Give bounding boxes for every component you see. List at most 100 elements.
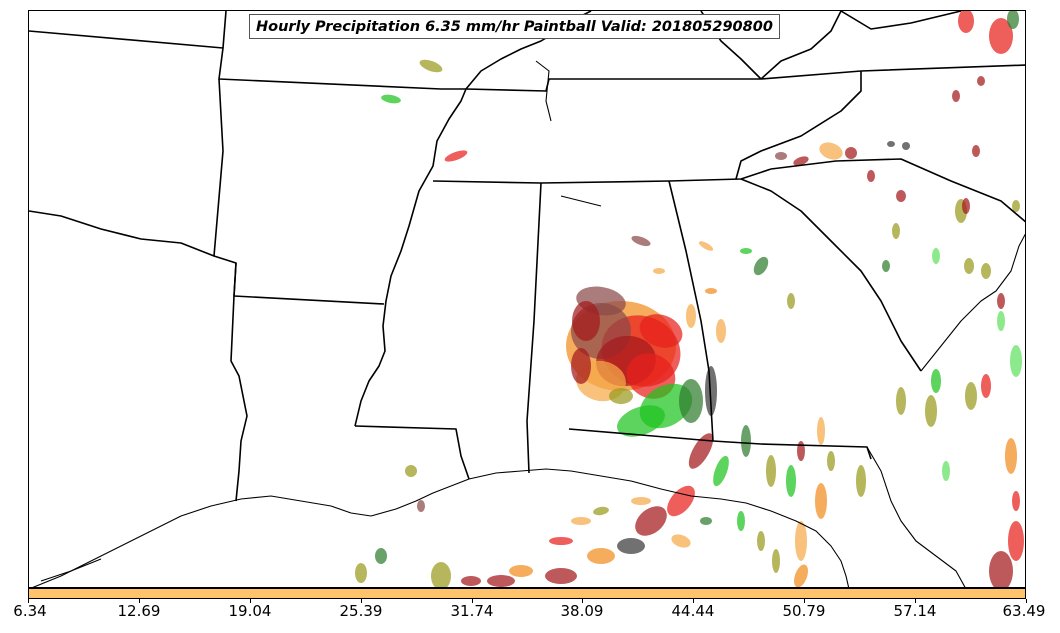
precip-blob	[856, 465, 866, 497]
precip-blob	[609, 388, 633, 404]
precip-blob	[1010, 345, 1022, 377]
precip-blob	[737, 511, 745, 531]
colorbar-tick-label: 57.14	[893, 602, 937, 620]
colorbar-tick-label: 50.79	[782, 602, 826, 620]
precip-blob	[772, 549, 780, 573]
colorbar-tick	[472, 599, 473, 603]
colorbar-tick	[1026, 599, 1027, 603]
precip-blob	[896, 387, 906, 415]
precip-blob	[932, 248, 940, 264]
colorbar-tick	[693, 599, 694, 603]
precip-blob	[740, 248, 752, 254]
precip-blob	[716, 319, 726, 343]
precip-blob	[381, 94, 401, 104]
colorbar-tick	[804, 599, 805, 603]
precip-blob	[757, 531, 765, 551]
precip-blob	[882, 260, 890, 272]
colorbar-tick	[582, 599, 583, 603]
precip-blob	[571, 517, 591, 525]
colorbar-tick	[250, 599, 251, 603]
precip-blob	[686, 304, 696, 328]
colorbar-tick-label: 12.69	[117, 602, 161, 620]
colorbar-tick	[361, 599, 362, 603]
precip-blob	[902, 142, 910, 150]
precip-blob	[972, 145, 980, 157]
colorbar-tick	[139, 599, 140, 603]
map-coastline	[32, 60, 1025, 587]
precip-blob	[827, 451, 835, 471]
precip-blob	[698, 241, 714, 251]
precip-blob	[775, 152, 787, 160]
precip-blob	[1005, 438, 1017, 474]
precip-blob	[997, 293, 1005, 309]
precip-blob	[981, 374, 991, 398]
colorbar-tick-label: 63.49	[1002, 602, 1046, 620]
precip-blob	[952, 90, 960, 102]
map-area	[28, 10, 1026, 588]
precip-blob	[989, 551, 1013, 587]
precip-blob	[977, 76, 985, 86]
precip-blob	[487, 575, 515, 587]
precip-blob	[793, 156, 809, 166]
precip-blob	[355, 563, 367, 583]
colorbar-tick-label: 44.44	[671, 602, 715, 620]
precip-blob	[549, 537, 573, 545]
precip-blob	[741, 425, 751, 457]
precip-blob	[587, 548, 615, 564]
precip-blob	[375, 548, 387, 564]
basemap-svg	[29, 11, 1025, 587]
precip-blob	[444, 150, 468, 162]
colorbar-tick-label: 38.09	[560, 602, 604, 620]
precip-blob	[931, 369, 941, 393]
precip-blob	[815, 483, 827, 519]
precip-blob	[794, 564, 808, 587]
precip-blob	[688, 433, 714, 469]
precip-blob	[1012, 200, 1020, 212]
precip-blob	[419, 59, 443, 73]
precip-blob	[965, 382, 977, 410]
precip-blob	[962, 198, 970, 214]
map-title: Hourly Precipitation 6.35 mm/hr Paintbal…	[249, 14, 780, 39]
precip-blob	[786, 465, 796, 497]
colorbar-tick-label: 25.39	[339, 602, 383, 620]
precip-blob	[1007, 11, 1019, 29]
colorbar-tick-label: 19.04	[228, 602, 272, 620]
state-boundaries	[29, 11, 1025, 502]
precip-blob	[819, 142, 843, 160]
precip-blob	[817, 417, 825, 445]
precip-blob	[896, 190, 906, 202]
precip-blob	[667, 485, 695, 517]
precip-blob	[705, 288, 717, 294]
precipitation-blobs	[355, 11, 1024, 587]
precip-blob	[958, 11, 974, 33]
precip-blob	[787, 293, 795, 309]
precip-blob	[572, 301, 600, 341]
precip-blob	[942, 461, 950, 481]
precip-blob	[653, 268, 665, 274]
colorbar-tick-label: 6.34	[13, 602, 47, 620]
precip-blob	[461, 576, 481, 586]
precip-blob	[631, 235, 651, 247]
precip-blob	[925, 395, 937, 427]
precip-blob	[753, 256, 769, 276]
precip-blob	[964, 258, 974, 274]
colorbar-tick-label: 31.74	[450, 602, 494, 620]
precip-blob	[867, 170, 875, 182]
colorbar	[28, 588, 1026, 599]
precip-blob	[417, 500, 425, 512]
precip-blob	[795, 521, 807, 561]
precip-blob	[989, 18, 1013, 54]
precip-blob	[639, 314, 683, 348]
precip-blob	[593, 506, 609, 516]
precip-blob	[1012, 491, 1020, 511]
precip-blob	[617, 538, 645, 554]
colorbar-tick	[915, 599, 916, 603]
precip-blob	[671, 534, 691, 548]
precip-blob	[617, 405, 665, 437]
precip-blob	[631, 497, 651, 505]
precip-blob	[705, 366, 717, 416]
precip-blob	[797, 441, 805, 461]
precip-blob	[713, 455, 729, 487]
precip-blob	[509, 565, 533, 577]
precip-blob	[981, 263, 991, 279]
